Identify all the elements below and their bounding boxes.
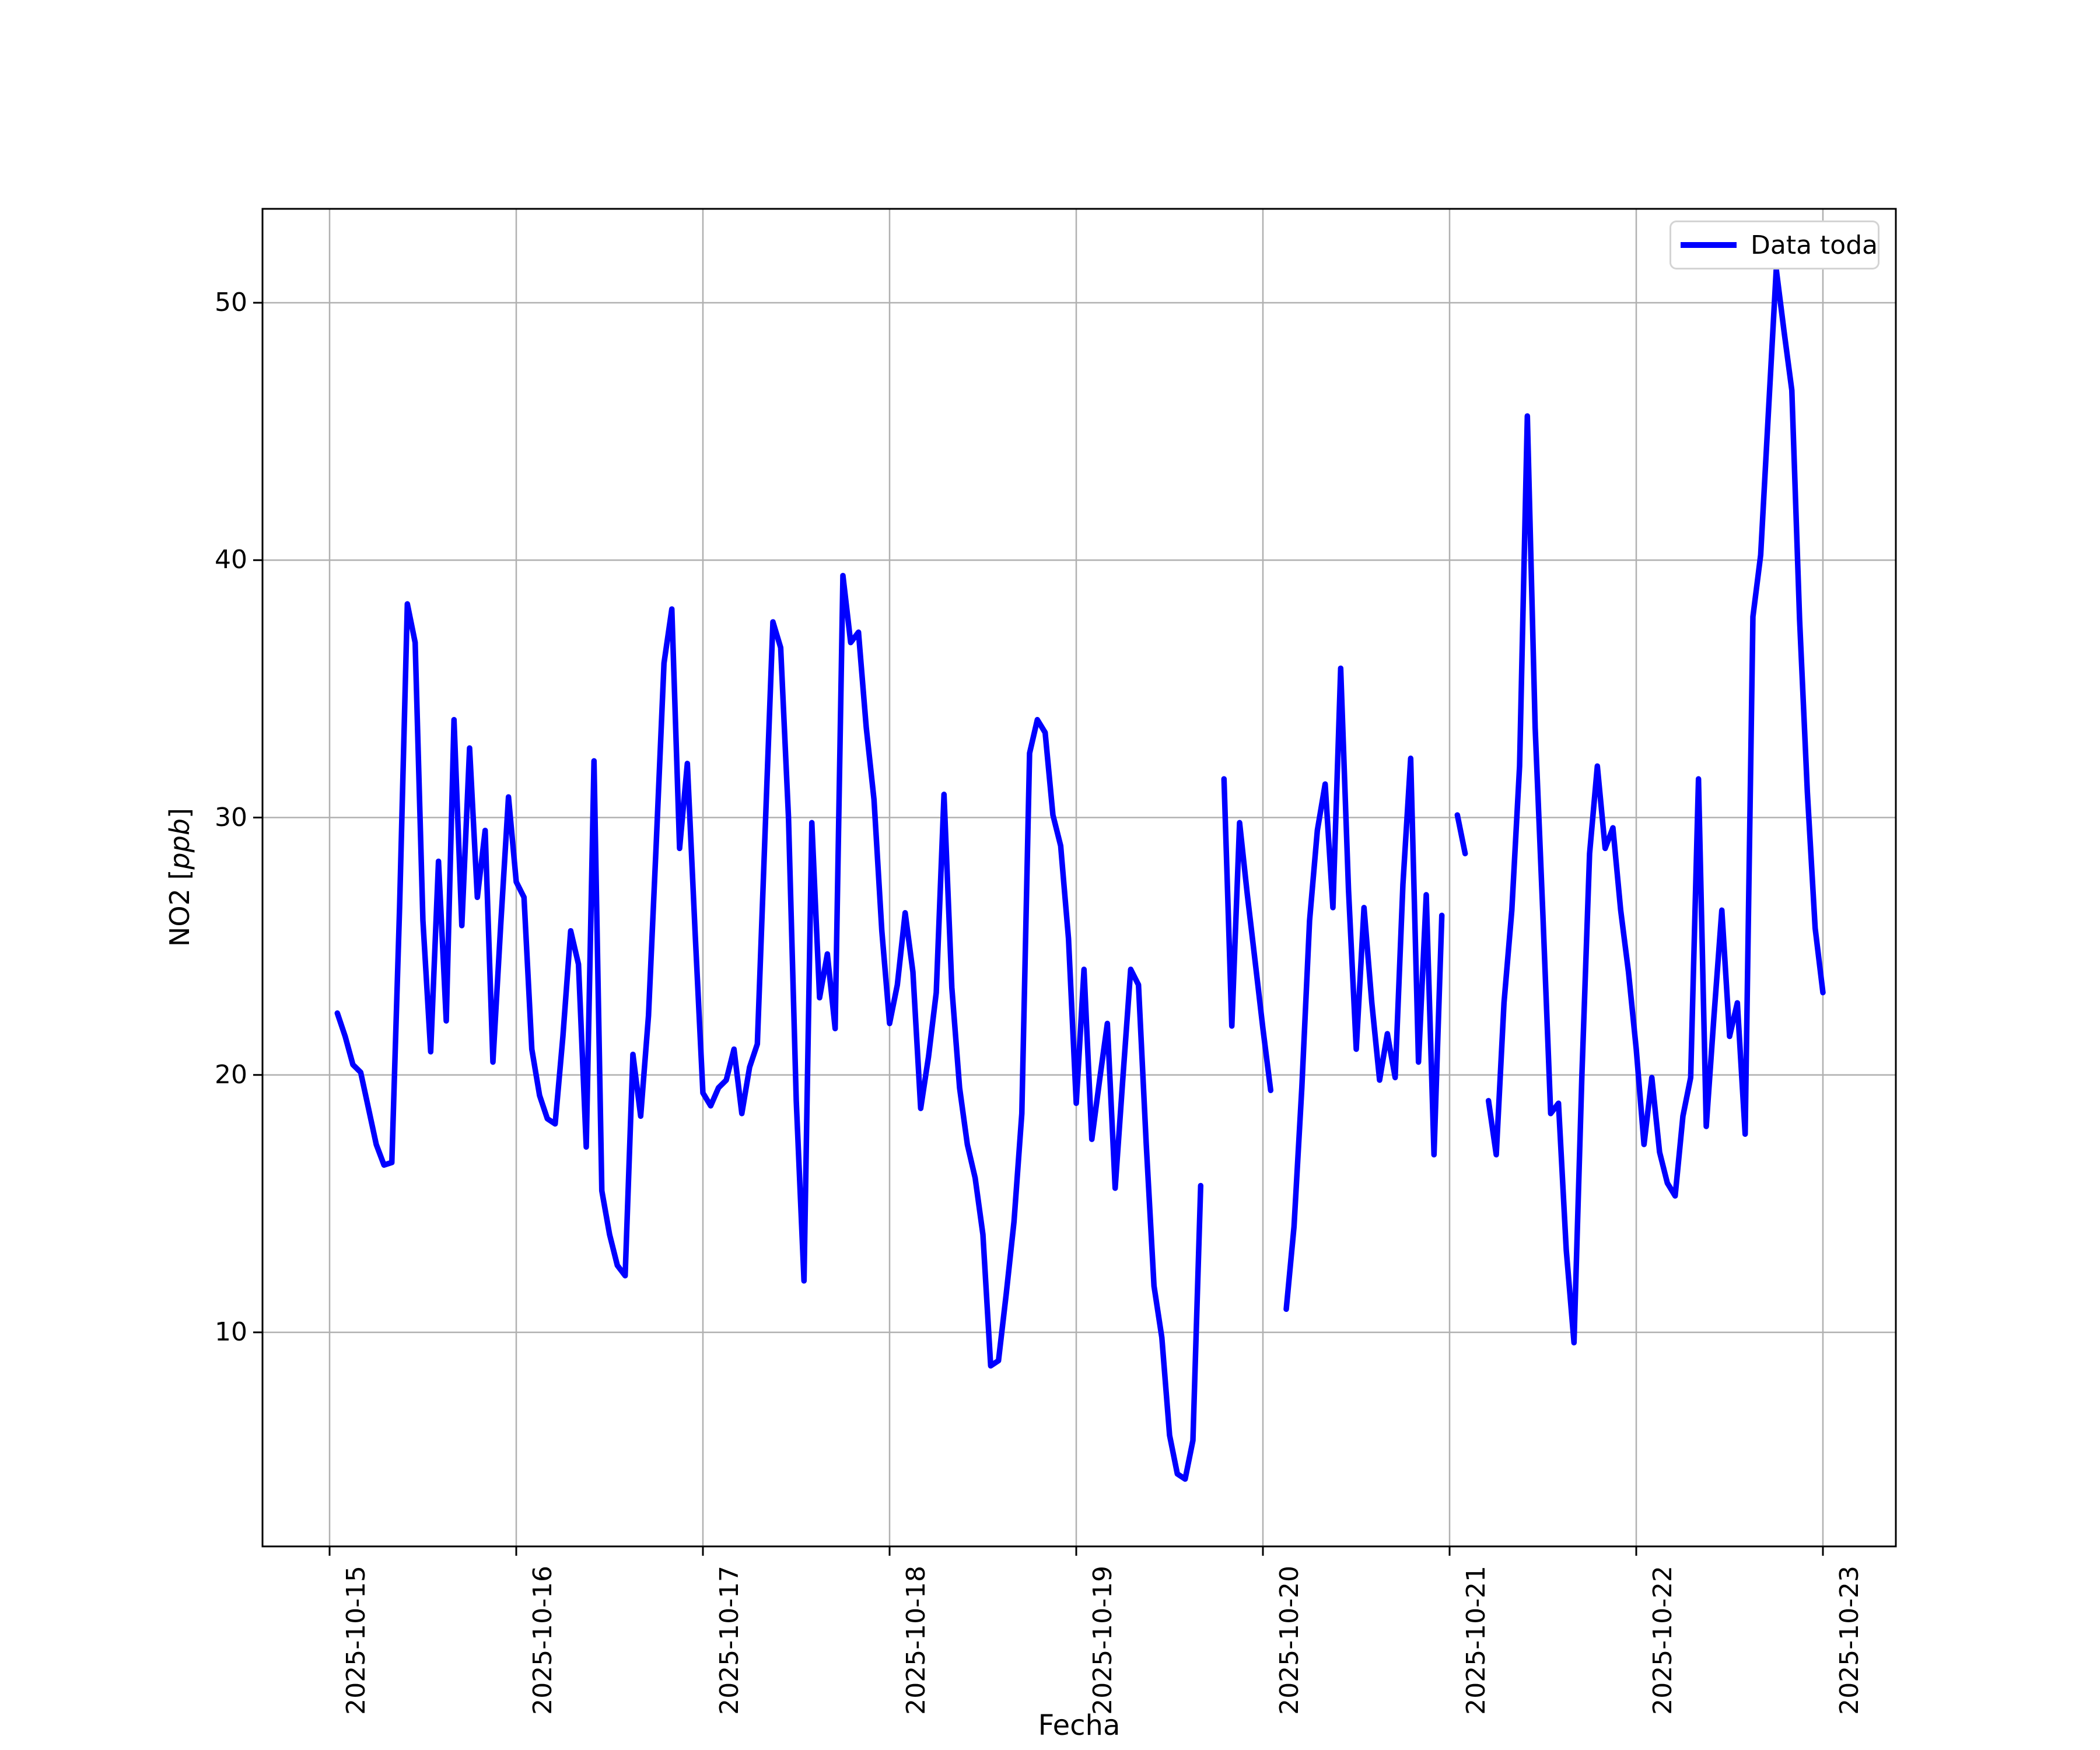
data-line-segment xyxy=(334,572,1204,1482)
y-axis-label-suffix: ] xyxy=(164,808,195,818)
x-tick-label: 2025-10-23 xyxy=(1834,1566,1864,1715)
y-axis-label: NO2 [ppb] xyxy=(163,726,196,1029)
x-axis-label: Fecha xyxy=(1038,1709,1121,1742)
data-line-segment xyxy=(1221,776,1274,1093)
x-tick-label: 2025-10-22 xyxy=(1647,1566,1678,1715)
y-tick-label: 50 xyxy=(215,288,247,317)
y-tick-label: 20 xyxy=(215,1059,247,1090)
x-tick-label: 2025-10-20 xyxy=(1274,1566,1304,1715)
x-tick-label: 2025-10-21 xyxy=(1461,1566,1491,1715)
axes-spines xyxy=(261,208,1897,1548)
legend: Data toda xyxy=(1670,220,1880,270)
data-line-segment xyxy=(1283,665,1445,1312)
legend-label: Data toda xyxy=(1751,230,1878,260)
data-line-segment xyxy=(1454,812,1468,857)
y-tick-label: 40 xyxy=(215,545,247,575)
legend-line-sample xyxy=(1681,242,1737,248)
y-axis-label-prefix: NO2 [ xyxy=(164,869,195,947)
y-tick-label: 30 xyxy=(215,802,247,832)
data-line-segment xyxy=(1485,266,1826,1346)
tick-marks xyxy=(253,302,1824,1556)
y-axis-label-unit: ppb xyxy=(164,818,195,870)
data-line-layer xyxy=(334,266,1826,1482)
gridlines xyxy=(262,209,1896,1546)
y-tick-label: 10 xyxy=(215,1317,247,1347)
x-tick-label: 2025-10-16 xyxy=(527,1566,558,1715)
x-tick-label: 2025-10-17 xyxy=(714,1566,744,1715)
x-tick-label: 2025-10-15 xyxy=(341,1566,371,1715)
x-tick-label: 2025-10-18 xyxy=(901,1566,931,1715)
